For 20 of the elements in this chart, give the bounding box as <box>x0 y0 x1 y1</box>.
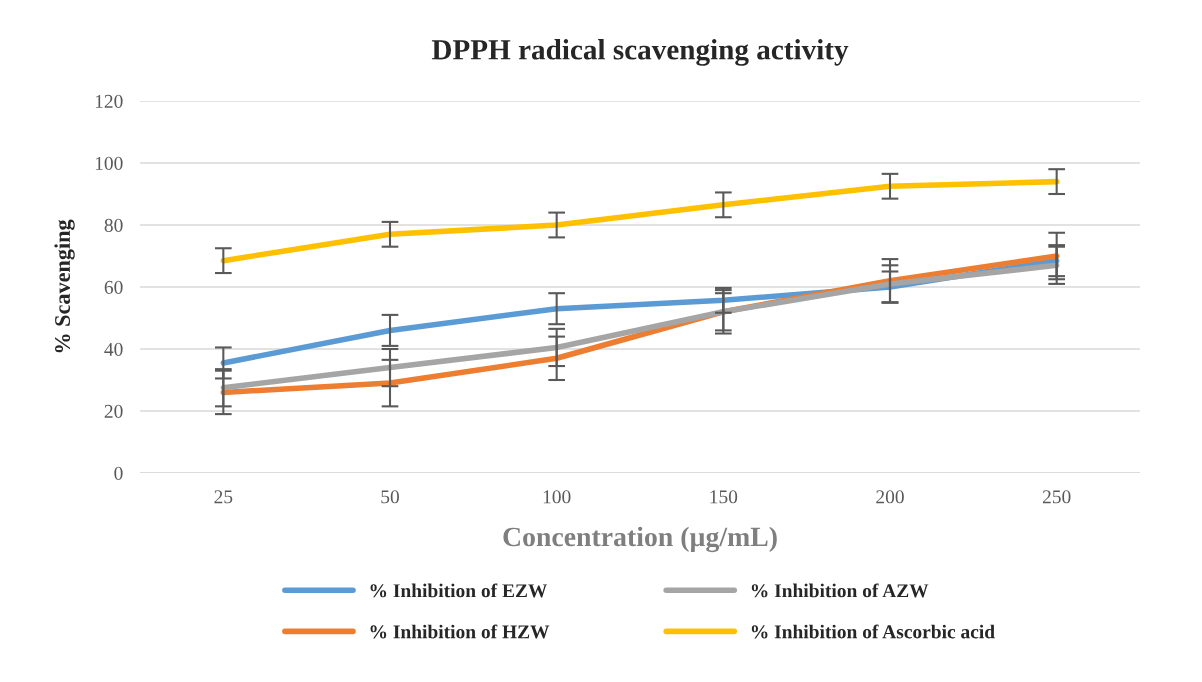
y-axis-title: % Scavenging <box>54 219 75 353</box>
x-tick-label: 25 <box>214 490 233 504</box>
x-tick-label: 50 <box>381 490 399 504</box>
x-tick-label: 250 <box>1042 490 1071 504</box>
y-tick-label: 0 <box>114 466 123 480</box>
y-tick-label: 60 <box>104 280 123 294</box>
x-tick-label: 100 <box>543 490 571 504</box>
legend-label: % Inhibition of EZW <box>370 583 548 598</box>
x-tick-label: 150 <box>710 490 738 504</box>
x-tick-label: 200 <box>876 490 904 504</box>
x-axis-title: Concentration (µg/mL) <box>503 526 777 553</box>
legend-label: % Inhibition of AZW <box>751 583 929 598</box>
y-tick-label: 20 <box>104 404 123 418</box>
chart-title: DPPH radical scavenging activity <box>431 39 849 66</box>
legend-label: % Inhibition of Ascorbic acid <box>751 624 995 639</box>
legend-label: % Inhibition of HZW <box>370 624 550 639</box>
y-tick-label: 40 <box>104 342 123 356</box>
y-tick-label: 80 <box>104 218 123 232</box>
y-tick-label: 100 <box>95 156 123 170</box>
y-tick-label: 120 <box>95 94 123 108</box>
